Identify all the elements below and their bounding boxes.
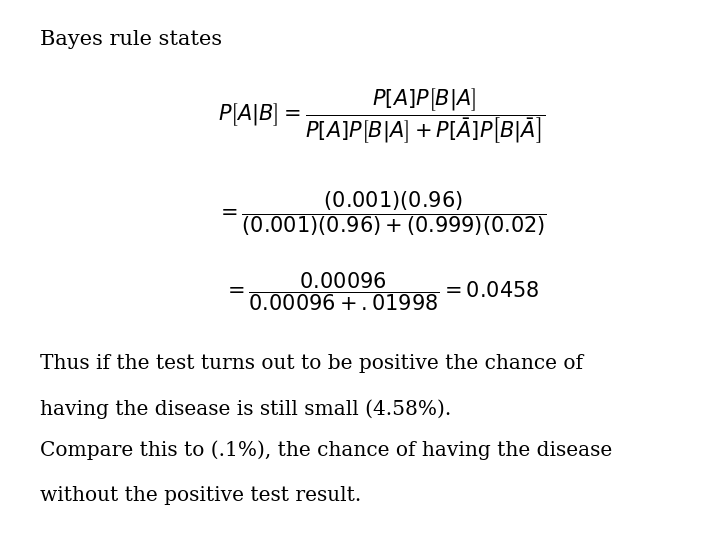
Text: $P\left[A|B\right] = \dfrac{P\left[A\right]P\left[B|A\right]}{P\left[A\right]P\l: $P\left[A|B\right] = \dfrac{P\left[A\rig… [218,86,545,146]
Text: having the disease is still small (4.58%).: having the disease is still small (4.58%… [40,400,451,419]
Text: without the positive test result.: without the positive test result. [40,486,361,505]
Text: $= \dfrac{0.00096}{0.00096+.01998} = 0.0458$: $= \dfrac{0.00096}{0.00096+.01998} = 0.0… [223,271,540,313]
Text: $= \dfrac{(0.001)(0.96)}{(0.001)(0.96)+(0.999)(0.02)}$: $= \dfrac{(0.001)(0.96)}{(0.001)(0.96)+(… [216,189,547,238]
Text: Bayes rule states: Bayes rule states [40,30,222,49]
Text: Thus if the test turns out to be positive the chance of: Thus if the test turns out to be positiv… [40,354,582,373]
Text: Compare this to (.1%), the chance of having the disease: Compare this to (.1%), the chance of hav… [40,440,612,460]
